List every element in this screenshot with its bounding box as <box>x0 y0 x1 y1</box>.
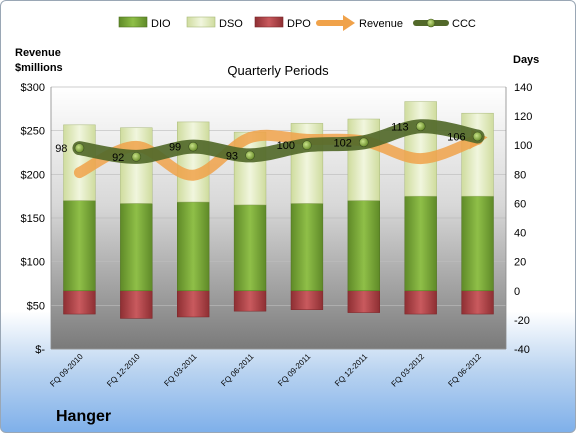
revenue-line <box>73 129 484 181</box>
category-label: FQ 03-2012 <box>390 352 427 389</box>
left-tick-label: $- <box>35 344 45 356</box>
right-tick-label: 140 <box>514 82 532 94</box>
ccc-data-label: 113 <box>391 121 409 133</box>
dpo-bar <box>63 290 96 315</box>
left-tick-label: $50 <box>27 300 45 312</box>
legend-label: DIO <box>151 18 171 30</box>
dpo-bar <box>233 290 267 312</box>
dso-bar <box>404 101 437 197</box>
dso-bar <box>461 112 494 197</box>
right-axis-label: Days <box>513 54 539 66</box>
ccc-data-label: 98 <box>55 143 67 155</box>
ccc-data-label: 106 <box>447 131 465 143</box>
category-label: FQ 09-2010 <box>48 352 85 389</box>
left-tick-label: $300 <box>21 82 45 94</box>
legend-label: Revenue <box>359 18 403 30</box>
ccc-data-label: 92 <box>112 152 124 164</box>
dio-bar <box>347 200 380 292</box>
dio-bar <box>233 204 267 292</box>
dpo-bar <box>461 290 494 315</box>
ccc-point <box>415 121 426 132</box>
dio-bar <box>404 195 437 292</box>
ccc-point <box>245 150 255 161</box>
right-tick-label: 120 <box>514 111 532 123</box>
right-tick-label: 0 <box>514 286 520 298</box>
dso-bar <box>120 127 153 204</box>
ccc-data-label: 102 <box>333 137 351 149</box>
dpo-bar <box>290 290 324 310</box>
dpo-bar <box>404 290 437 315</box>
category-label: FQ 12-2011 <box>333 352 370 389</box>
legend-label: CCC <box>452 18 476 30</box>
left-tick-label: $100 <box>21 257 45 269</box>
category-label: FQ 12-2010 <box>105 352 142 389</box>
right-tick-label: 100 <box>514 140 532 152</box>
right-tick-label: -20 <box>514 315 530 327</box>
right-tick-label: -40 <box>514 344 530 356</box>
legend-label: DSO <box>219 18 243 30</box>
legend-marker <box>426 18 436 28</box>
legend-swatch <box>118 16 148 28</box>
left-tick-label: $250 <box>21 126 45 138</box>
ccc-data-label: 93 <box>226 150 238 162</box>
ccc-point <box>131 152 142 162</box>
ccc-data-label: 99 <box>169 142 181 154</box>
dpo-bar <box>120 290 153 319</box>
legend-swatch <box>254 16 284 28</box>
right-tick-label: 80 <box>514 169 526 181</box>
left-tick-label: $200 <box>21 169 45 181</box>
category-label: FQ 06-2012 <box>446 352 483 389</box>
dso-bar <box>177 121 210 203</box>
dso-bar <box>347 118 380 201</box>
right-tick-label: 20 <box>514 257 526 269</box>
category-label: FQ 03-2011 <box>162 352 199 389</box>
category-label: FQ 09-2011 <box>276 352 313 389</box>
dpo-bar <box>347 290 380 313</box>
dpo-bar <box>177 290 210 318</box>
legend-arrowhead <box>343 15 355 31</box>
right-tick-label: 60 <box>514 198 526 210</box>
company-name: Hanger <box>56 408 111 425</box>
category-label: FQ 06-2011 <box>219 352 256 389</box>
legend-swatch <box>186 16 216 28</box>
ccc-point <box>359 137 369 148</box>
ccc-point <box>472 131 483 142</box>
dio-bar <box>461 195 494 292</box>
dio-bar <box>177 201 210 292</box>
left-axis-label-line2: $millions <box>15 62 63 74</box>
ccc-point <box>74 143 85 153</box>
ccc-point <box>188 141 198 152</box>
dio-bar <box>63 200 96 292</box>
right-tick-label: 40 <box>514 228 526 240</box>
left-tick-label: $150 <box>21 213 45 225</box>
dio-bar <box>120 203 153 292</box>
ccc-data-label: 100 <box>277 140 295 152</box>
left-axis-label-line1: Revenue <box>15 47 61 59</box>
dio-bar <box>290 203 324 292</box>
legend-label: DPO <box>287 18 311 30</box>
chart-title: Quarterly Periods <box>227 63 329 78</box>
ccc-point <box>302 140 312 151</box>
